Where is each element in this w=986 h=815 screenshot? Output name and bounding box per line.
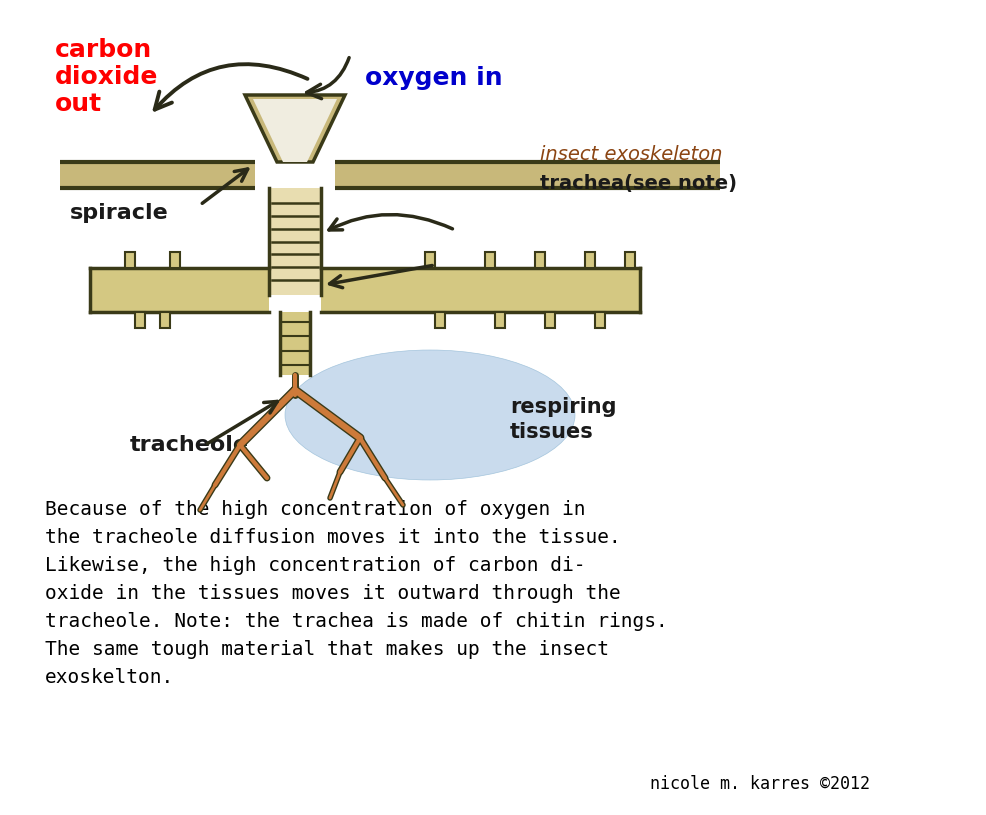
Text: respiring
tissues: respiring tissues — [510, 397, 616, 442]
Bar — [334, 162, 719, 188]
Bar — [425, 252, 435, 268]
FancyArrowPatch shape — [202, 169, 247, 203]
Text: Because of the high concentration of oxygen in
the tracheole diffusion moves it : Because of the high concentration of oxy… — [45, 500, 668, 687]
Bar — [90, 268, 269, 312]
Text: insect exoskeleton: insect exoskeleton — [539, 146, 722, 165]
FancyArrowPatch shape — [329, 266, 432, 288]
Text: tracheole: tracheole — [130, 435, 248, 455]
Bar — [170, 252, 179, 268]
Bar — [484, 252, 495, 268]
Text: carbon
dioxide
out: carbon dioxide out — [55, 38, 158, 116]
Bar — [585, 252, 595, 268]
FancyArrowPatch shape — [307, 58, 349, 99]
Bar — [544, 312, 554, 328]
Text: oxygen in: oxygen in — [365, 66, 502, 90]
Bar — [320, 268, 639, 312]
Bar — [495, 312, 505, 328]
Bar — [280, 312, 310, 375]
Text: trachea(see note): trachea(see note) — [539, 174, 737, 192]
Bar — [435, 312, 445, 328]
Ellipse shape — [285, 350, 575, 480]
Bar — [60, 162, 254, 188]
FancyArrowPatch shape — [328, 214, 452, 230]
Bar — [534, 252, 544, 268]
Bar — [135, 312, 145, 328]
Text: spiracle: spiracle — [70, 203, 169, 223]
Bar — [160, 312, 170, 328]
Bar — [125, 252, 135, 268]
Bar — [624, 252, 634, 268]
Text: nicole m. karres ©2012: nicole m. karres ©2012 — [650, 775, 869, 793]
Polygon shape — [245, 95, 345, 162]
Polygon shape — [252, 99, 336, 162]
Bar — [269, 188, 320, 295]
FancyArrowPatch shape — [207, 402, 277, 443]
FancyArrowPatch shape — [155, 64, 308, 110]
Bar — [595, 312, 604, 328]
